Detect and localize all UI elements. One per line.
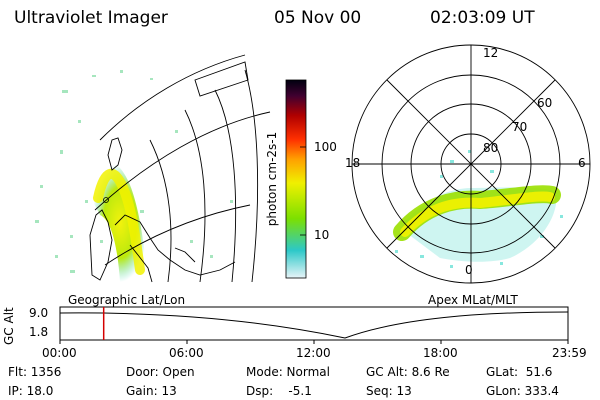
status-dsp: Dsp: -5.1 (246, 384, 312, 398)
orbit-ytick-9: 9.0 (29, 306, 49, 320)
status-gain: Gain: 13 (126, 384, 177, 398)
status-seq: Seq: 13 (366, 384, 412, 398)
orbit-xtick-4: 23:59 (552, 346, 587, 360)
status-glon: GLon: 333.4 (486, 384, 559, 398)
mlat-label-70: 70 (512, 120, 528, 134)
status-door: Door: Open (126, 365, 195, 379)
altitude-curve (59, 311, 569, 339)
right-map-caption: Apex MLat/MLT (428, 293, 518, 307)
orbit-ytick-1-8: 1.8 (29, 325, 49, 339)
orbit-xtick-0: 00:00 (42, 346, 77, 360)
status-flt: Flt: 1356 (8, 365, 62, 379)
status-mode: Mode: Normal (246, 365, 330, 379)
colorbar-tick-100: 100 (314, 140, 337, 154)
left-map-caption: Geographic Lat/Lon (68, 293, 186, 307)
mlat-label-80: 80 (483, 141, 499, 155)
status-glat: GLat: 51.6 (486, 365, 553, 379)
orbit-xtick-2: 12:00 (296, 346, 331, 360)
mlt-label-18: 18 (345, 156, 361, 170)
instrument-title: Ultraviolet Imager (14, 8, 168, 28)
orbit-xtick-3: 18:00 (423, 346, 458, 360)
orbit-ylabel: GC Alt (2, 307, 16, 345)
colorbar-tick-10: 10 (314, 228, 330, 242)
mlat-label-60: 60 (537, 96, 553, 110)
date-label: 05 Nov 00 (274, 8, 362, 28)
status-gc-alt: GC Alt: 8.6 Re (366, 365, 450, 379)
time-label: 02:03:09 UT (430, 8, 535, 28)
mlt-label-6: 6 (578, 156, 586, 170)
status-ip: IP: 18.0 (8, 384, 54, 398)
mlt-label-0: 0 (465, 263, 473, 277)
mlt-label-12: 12 (483, 46, 499, 60)
orbit-xtick-1: 06:00 (169, 346, 204, 360)
